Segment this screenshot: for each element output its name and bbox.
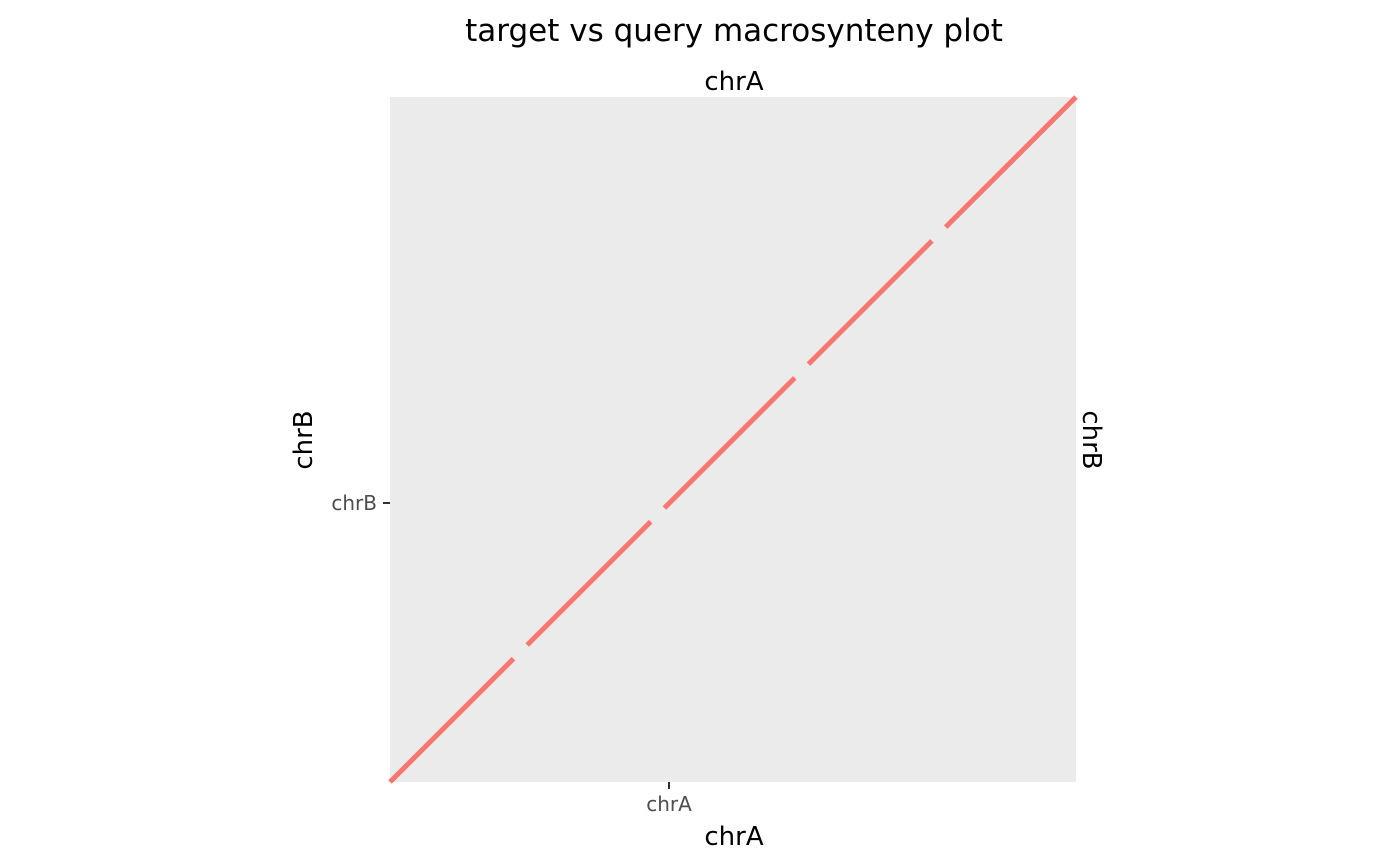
top-strip-label: chrA — [704, 67, 763, 97]
x-axis-title: chrA — [704, 822, 763, 852]
synteny-segment-1 — [388, 656, 516, 784]
synteny-segment-4 — [806, 239, 934, 366]
synteny-segment-2 — [525, 519, 653, 647]
chart-title: target vs query macrosynteny plot — [465, 13, 1003, 49]
y-tick-label: chrB — [331, 491, 377, 515]
right-strip-label: chrB — [1076, 410, 1106, 469]
x-tick-label: chrA — [646, 792, 692, 816]
y-axis-title: chrB — [289, 410, 319, 469]
series-layer — [388, 95, 1078, 784]
synteny-segment-5 — [943, 95, 1078, 229]
synteny-segment-3 — [662, 376, 797, 510]
